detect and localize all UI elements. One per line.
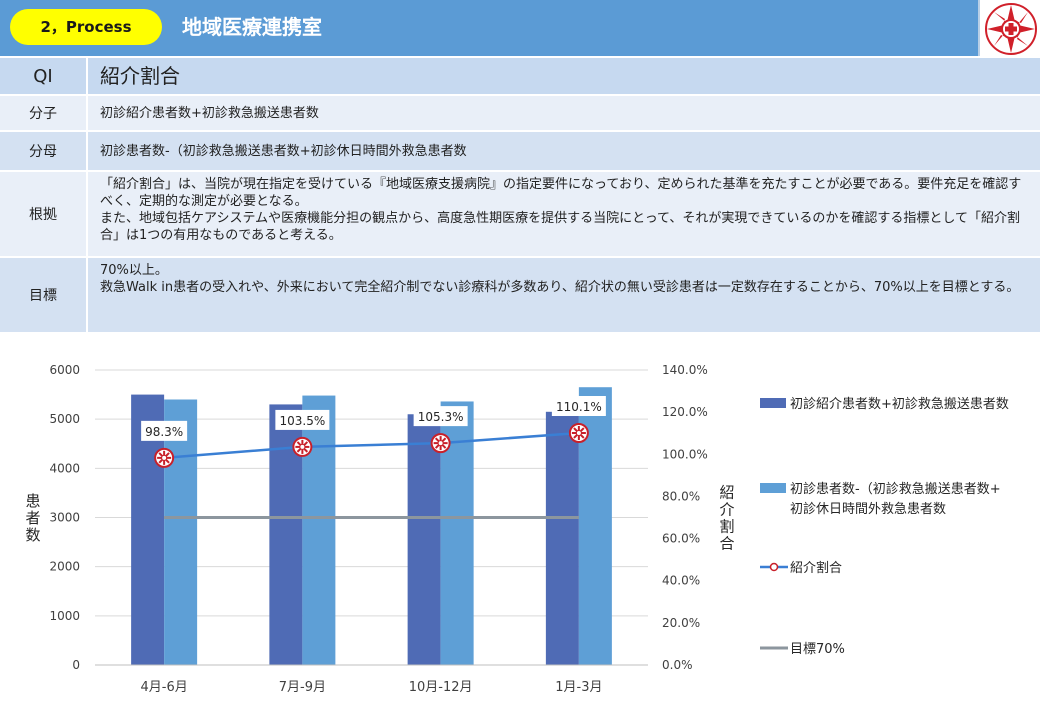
y2-axis-title-char: 紹 xyxy=(719,484,734,502)
page-title: 地域医療連携室 xyxy=(182,15,322,39)
referral-rate-chart: 98.3% 103.5% 105.3% 110.1% 0 1000 2000 3000 400… xyxy=(25,363,1009,695)
y2-axis-title: 紹介割合 xyxy=(719,484,734,553)
y2-tick-label: 140.0% xyxy=(662,363,708,377)
referral-rate-marker xyxy=(292,436,313,457)
y-tick-label: 3000 xyxy=(49,511,80,525)
bar-series-2 xyxy=(164,399,198,665)
y-tick-label: 2000 xyxy=(49,560,80,574)
data-label-bg xyxy=(275,409,330,430)
y2-tick-label: 100.0% xyxy=(662,447,708,461)
rationale-value: 「紹介割合」は、当院が現在指定を受けている『地域医療支援病院』の指定要件になって… xyxy=(88,172,1040,256)
y2-axis-title-char: 合 xyxy=(719,535,734,553)
denominator-label: 分母 xyxy=(0,132,86,170)
data-label-bg xyxy=(413,406,468,427)
y2-axis-title-char: 割 xyxy=(719,518,734,536)
y2-tick-label: 80.0% xyxy=(662,489,700,503)
target-label: 目標 xyxy=(0,258,86,332)
x-tick-label: 4月-6月 xyxy=(141,680,188,695)
legend-swatch xyxy=(760,483,786,493)
bar-series-2 xyxy=(302,395,336,665)
legend-label: 初診休日時間外救急患者数 xyxy=(790,501,946,517)
section-badge: 2，Process xyxy=(10,9,162,45)
header-bar: 2，Process 地域医療連携室 xyxy=(0,0,1040,56)
denominator-value: 初診患者数-（初診救急搬送患者数+初診休日時間外救急患者数 xyxy=(88,132,1040,170)
bar-series-1 xyxy=(407,414,441,665)
numerator-value: 初診紹介患者数+初診救急搬送患者数 xyxy=(88,96,1040,130)
legend-label: 紹介割合 xyxy=(790,560,842,576)
marker-hub xyxy=(161,454,168,461)
y-axis-title-char: 患 xyxy=(25,492,40,510)
bar-series-1 xyxy=(545,411,579,665)
numerator-text: 初診紹介患者数+初診救急搬送患者数 xyxy=(100,105,319,121)
qi-header-row: QI 紹介割合 xyxy=(0,58,1040,94)
qi-name: 紹介割合 xyxy=(88,58,1040,94)
target-text-1: 70%以上。 xyxy=(100,263,168,278)
target-text-2: 救急Walk in患者の受入れや、外来において完全紹介制でない診療科が多数あり、… xyxy=(100,280,1020,295)
y-axis-title-char: 数 xyxy=(25,526,40,544)
rationale-label: 根拠 xyxy=(0,172,86,256)
data-label-bg xyxy=(141,420,188,441)
logo xyxy=(978,0,1040,56)
data-label: 105.3% xyxy=(418,410,464,424)
y-axis-title-char: 者 xyxy=(25,509,40,527)
y2-tick-label: 0.0% xyxy=(662,658,693,672)
y2-tick-label: 120.0% xyxy=(662,405,708,419)
marker-hub xyxy=(437,440,444,447)
referral-rate-marker xyxy=(568,423,589,444)
x-tick-label: 10月-12月 xyxy=(409,680,473,695)
legend-marker xyxy=(769,562,779,572)
qi-label: QI xyxy=(0,58,86,94)
x-tick-label: 1月-3月 xyxy=(555,680,602,695)
marker-hub xyxy=(299,443,306,450)
numerator-row: 分子 初診紹介患者数+初診救急搬送患者数 xyxy=(0,96,1040,130)
header-band xyxy=(0,0,978,56)
legend-item: 初診紹介患者数+初診救急搬送患者数 xyxy=(760,396,1009,412)
legend-label: 初診紹介患者数+初診救急搬送患者数 xyxy=(790,396,1009,412)
target-value: 70%以上。 救急Walk in患者の受入れや、外来において完全紹介制でない診療… xyxy=(88,258,1040,332)
data-label: 103.5% xyxy=(279,414,325,428)
legend-item: 紹介割合 xyxy=(760,560,842,576)
y2-tick-label: 20.0% xyxy=(662,616,700,630)
target-row: 目標 70%以上。 救急Walk in患者の受入れや、外来において完全紹介制でな… xyxy=(0,258,1040,332)
x-tick-label: 7月-9月 xyxy=(279,680,326,695)
rationale-text-1: 「紹介割合」は、当院が現在指定を受けている『地域医療支援病院』の指定要件になって… xyxy=(100,177,1022,209)
legend-swatch xyxy=(760,398,786,408)
y-tick-label: 4000 xyxy=(49,461,80,475)
data-label-bg xyxy=(551,396,606,417)
legend-item: 初診患者数-（初診救急搬送患者数+ 初診休日時間外救急患者数 xyxy=(760,481,1001,517)
rationale-text-2: また、地域包括ケアシステムや医療機能分担の観点から、高度急性期医療を提供する当院… xyxy=(100,211,1021,243)
y2-axis-title-char: 介 xyxy=(719,501,734,519)
referral-rate-marker xyxy=(154,447,175,468)
hospital-emblem-icon xyxy=(985,3,1037,55)
referral-rate-line xyxy=(164,431,579,460)
y2-tick-label: 60.0% xyxy=(662,532,700,546)
y-axis-title: 患者数 xyxy=(25,492,40,544)
data-label: 110.1% xyxy=(556,400,602,414)
legend-label: 初診患者数-（初診救急搬送患者数+ xyxy=(790,481,1001,497)
rationale-row: 根拠 「紹介割合」は、当院が現在指定を受けている『地域医療支援病院』の指定要件に… xyxy=(0,172,1040,256)
y-tick-label: 0 xyxy=(72,658,80,672)
referral-rate-marker xyxy=(430,433,451,454)
legend-label: 目標70% xyxy=(790,642,845,657)
denominator-row: 分母 初診患者数-（初診救急搬送患者数+初診休日時間外救急患者数 xyxy=(0,132,1040,170)
data-label: 98.3% xyxy=(145,425,183,439)
marker-hub xyxy=(575,430,582,437)
y-tick-label: 1000 xyxy=(49,609,80,623)
y2-tick-label: 40.0% xyxy=(662,574,700,588)
numerator-label: 分子 xyxy=(0,96,86,130)
denominator-text: 初診患者数-（初診救急搬送患者数+初診休日時間外救急患者数 xyxy=(100,143,467,159)
y-tick-label: 6000 xyxy=(49,363,80,377)
y-tick-label: 5000 xyxy=(49,412,80,426)
legend-item: 目標70% xyxy=(760,642,845,657)
